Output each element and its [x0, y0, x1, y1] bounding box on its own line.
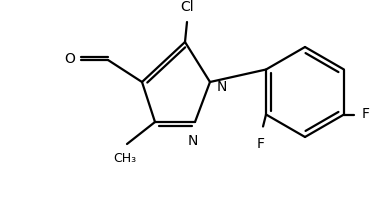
Text: F: F [362, 108, 370, 121]
Text: Cl: Cl [180, 0, 194, 14]
Text: O: O [64, 52, 75, 66]
Text: F: F [257, 136, 265, 150]
Text: N: N [217, 80, 227, 94]
Text: N: N [188, 134, 198, 148]
Text: CH₃: CH₃ [113, 152, 136, 165]
